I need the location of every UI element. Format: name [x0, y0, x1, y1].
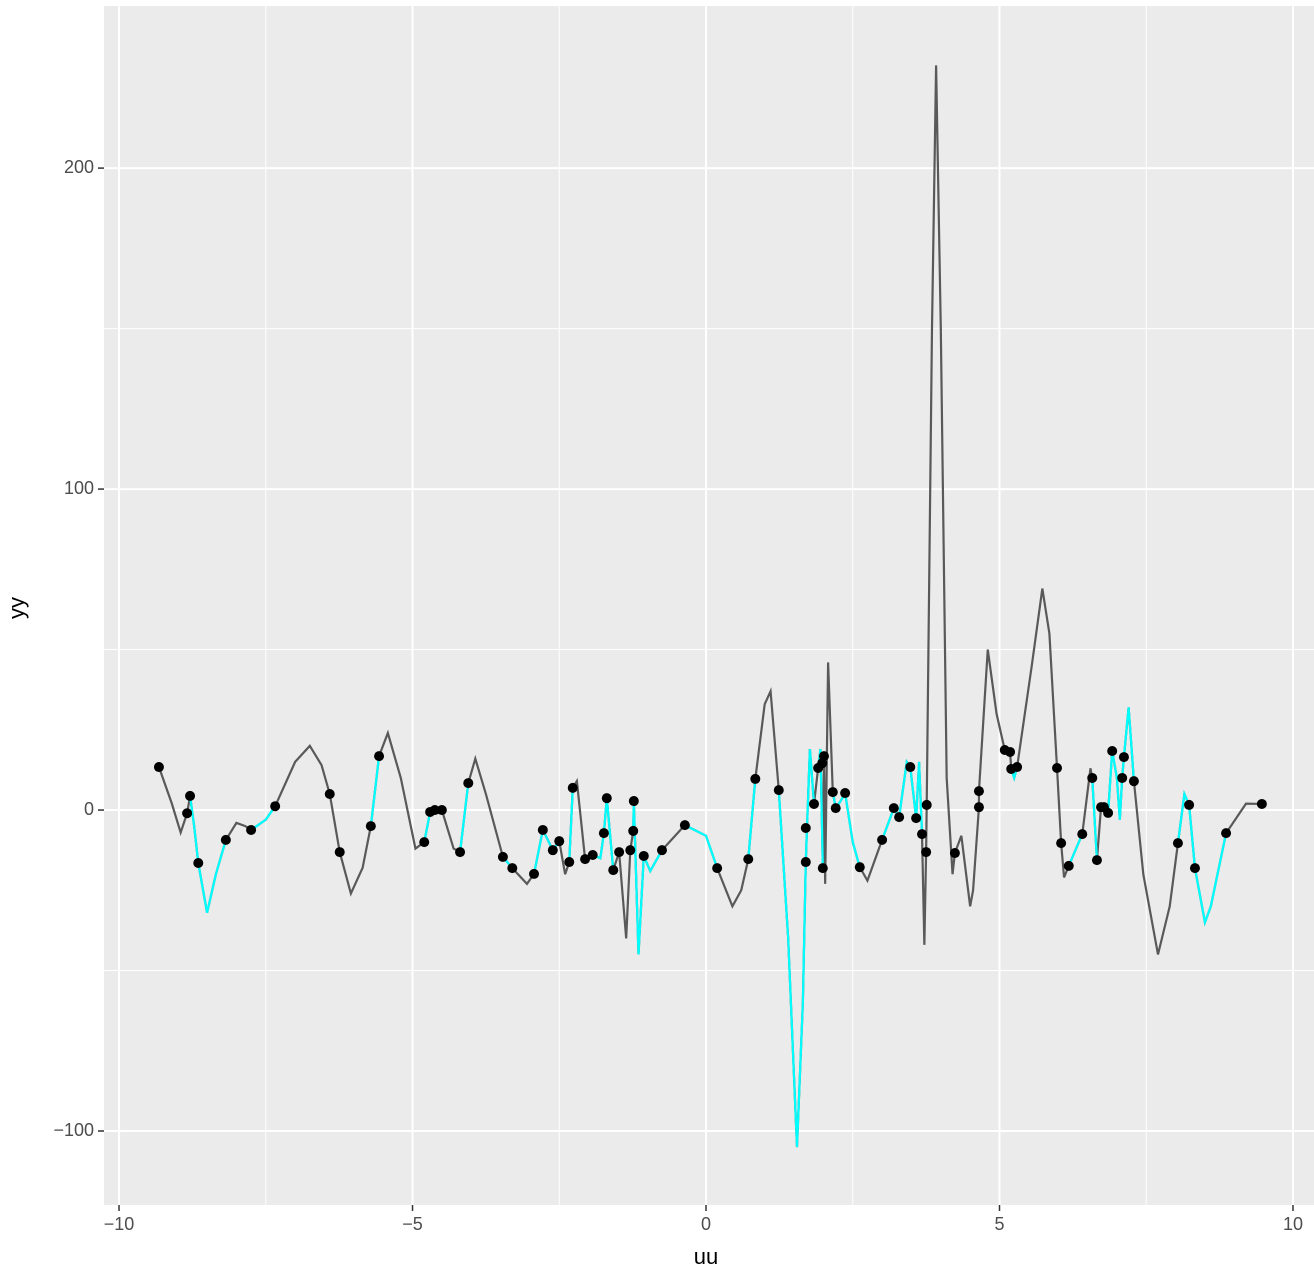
- point: [638, 850, 649, 861]
- point: [809, 798, 820, 809]
- point: [1256, 798, 1267, 809]
- point: [1091, 855, 1102, 866]
- point: [587, 849, 598, 860]
- point: [750, 773, 761, 784]
- y-tick-label: 100: [64, 478, 94, 498]
- point: [567, 782, 578, 793]
- point: [894, 812, 905, 823]
- point: [547, 845, 558, 856]
- x-tick-label: 0: [701, 1214, 711, 1234]
- point: [712, 863, 723, 874]
- point: [220, 834, 231, 845]
- point: [436, 805, 447, 816]
- point: [564, 857, 575, 868]
- x-tick-label: −5: [402, 1214, 423, 1234]
- point: [1103, 807, 1114, 818]
- point: [1077, 829, 1088, 840]
- point: [888, 803, 899, 814]
- point: [817, 863, 828, 874]
- point: [830, 803, 841, 814]
- point: [246, 824, 257, 835]
- point: [365, 821, 376, 832]
- point: [529, 868, 540, 879]
- point: [608, 865, 619, 876]
- point: [917, 829, 928, 840]
- point: [334, 847, 345, 858]
- x-tick-label: 10: [1283, 1214, 1303, 1234]
- panel: [104, 6, 1314, 1205]
- point: [905, 762, 916, 773]
- point: [973, 802, 984, 813]
- y-tick-label: 0: [84, 799, 94, 819]
- point: [818, 751, 829, 762]
- point: [455, 847, 466, 858]
- point: [1107, 745, 1118, 756]
- point: [614, 847, 625, 858]
- point: [827, 787, 838, 798]
- point: [497, 851, 508, 862]
- point: [1221, 828, 1232, 839]
- y-axis-title: yy: [4, 597, 29, 619]
- point: [193, 858, 204, 869]
- point: [1189, 863, 1200, 874]
- point: [656, 845, 667, 856]
- point: [1052, 762, 1063, 773]
- point: [800, 857, 811, 868]
- point: [1184, 799, 1195, 810]
- point: [840, 788, 851, 799]
- point: [921, 799, 932, 810]
- point: [463, 778, 474, 789]
- point: [921, 847, 932, 858]
- point: [374, 751, 385, 762]
- point: [973, 786, 984, 797]
- point: [580, 854, 591, 865]
- point: [1063, 860, 1074, 871]
- point: [153, 762, 164, 773]
- point: [911, 813, 922, 824]
- point: [679, 820, 690, 831]
- point: [949, 848, 960, 859]
- point: [628, 796, 639, 807]
- point: [773, 785, 784, 796]
- x-axis-title: uu: [694, 1244, 718, 1269]
- point: [182, 808, 193, 819]
- point: [554, 836, 565, 847]
- point: [185, 790, 196, 801]
- y-tick-label: −100: [53, 1120, 94, 1140]
- point: [743, 854, 754, 865]
- point: [877, 834, 888, 845]
- point: [419, 837, 430, 848]
- point: [1172, 838, 1183, 849]
- point: [324, 788, 335, 799]
- point: [507, 863, 518, 874]
- point: [1117, 772, 1128, 783]
- point: [537, 824, 548, 835]
- point: [1118, 752, 1129, 763]
- point: [854, 862, 865, 873]
- point: [1056, 838, 1067, 849]
- point: [1087, 772, 1098, 783]
- y-tick-label: 200: [64, 157, 94, 177]
- point: [598, 828, 609, 839]
- point: [800, 823, 811, 834]
- point: [270, 801, 281, 812]
- point: [601, 793, 612, 804]
- x-tick-label: 5: [994, 1214, 1004, 1234]
- point: [1128, 776, 1139, 787]
- point: [1005, 746, 1016, 757]
- point: [625, 845, 636, 856]
- x-tick-label: −10: [104, 1214, 135, 1234]
- point: [1012, 762, 1023, 773]
- point: [628, 825, 639, 836]
- point: [429, 805, 440, 816]
